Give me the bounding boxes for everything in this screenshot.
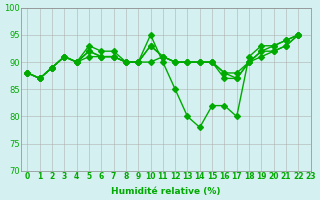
X-axis label: Humidité relative (%): Humidité relative (%): [111, 187, 221, 196]
